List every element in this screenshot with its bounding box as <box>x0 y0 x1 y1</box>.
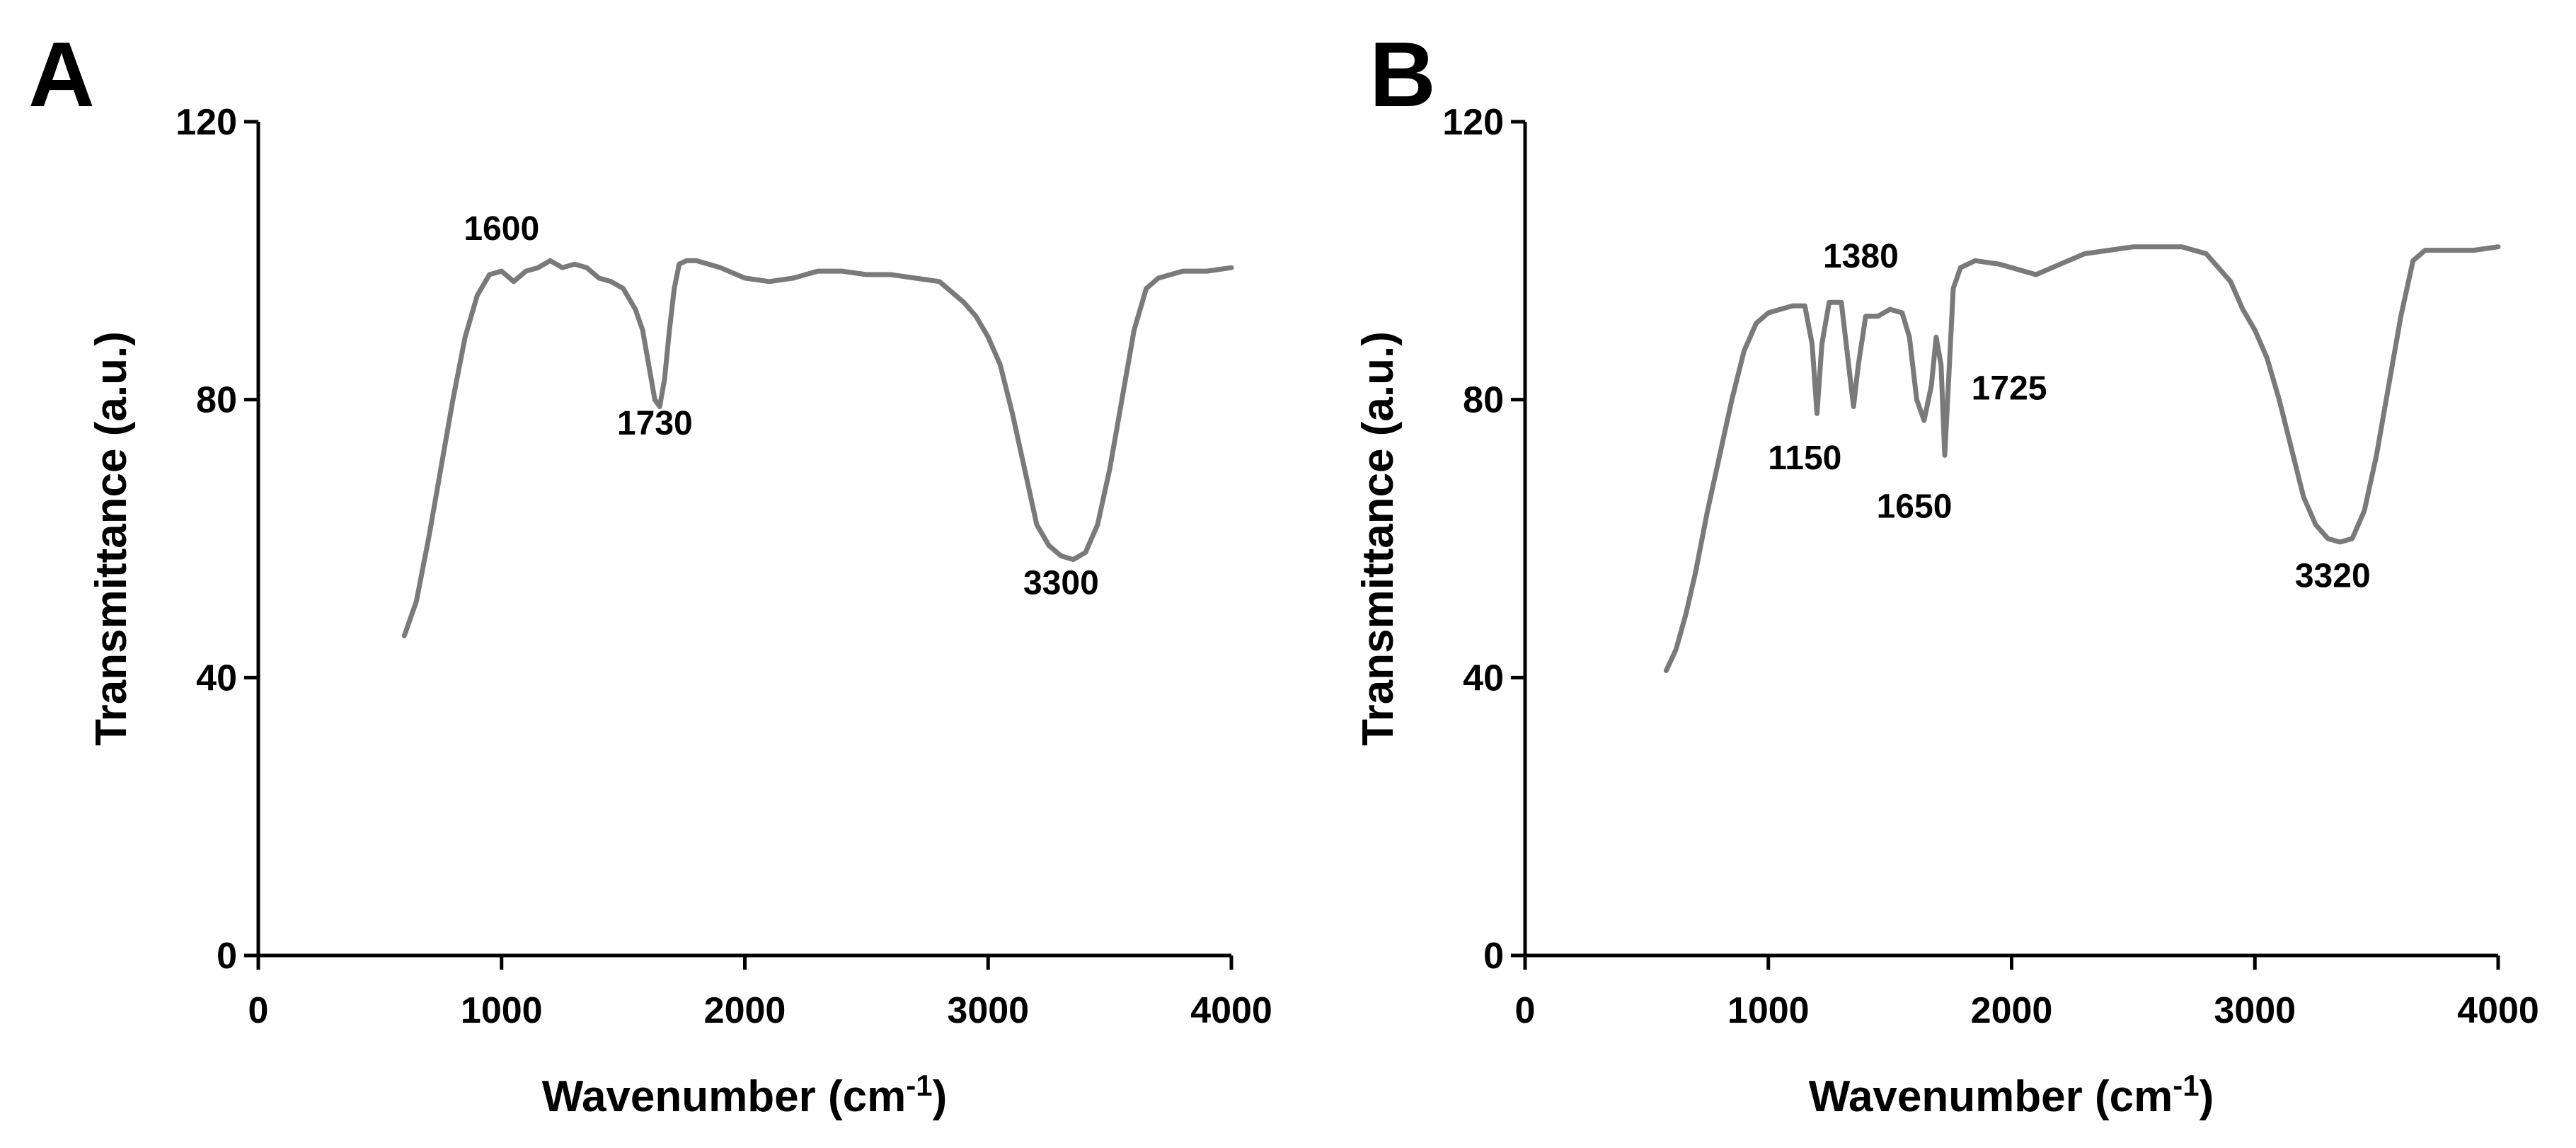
y-tick-label: 40 <box>1463 658 1504 699</box>
peak-label: 1600 <box>464 210 539 248</box>
x-tick-label: 2000 <box>704 990 786 1031</box>
y-tick-label: 0 <box>217 936 237 977</box>
x-ticks: 0 1000 2000 3000 4000 <box>248 955 1272 1031</box>
x-tick-label: 3000 <box>2214 990 2296 1031</box>
panel-letter-a: A <box>28 23 95 126</box>
panel-letter-b: B <box>1369 23 1436 126</box>
chart-panel-a: A 0 40 80 120 0 1000 2000 3000 4000 1600 1730 330… <box>28 23 1272 1121</box>
x-axis-title: Wavenumber (cm-1) <box>542 1069 948 1121</box>
y-ticks: 0 40 80 120 <box>176 102 258 977</box>
peak-label: 1725 <box>1972 370 2047 408</box>
peak-annotations: 1380 1150 1725 1650 3320 <box>1768 238 2370 595</box>
y-ticks: 0 40 80 120 <box>1442 102 1525 977</box>
peak-label: 1650 <box>1877 488 1953 526</box>
y-tick-label: 40 <box>196 658 237 699</box>
chart-panel-b: B 0 40 80 120 0 1000 2000 3000 4000 1380 1150 172… <box>1354 23 2539 1121</box>
x-ticks: 0 1000 2000 3000 4000 <box>1515 955 2539 1031</box>
x-tick-label: 0 <box>248 990 269 1031</box>
y-axis-title: Transmittance (a.u.) <box>87 331 136 746</box>
peak-label: 1150 <box>1768 440 1841 477</box>
y-tick-label: 80 <box>196 380 237 421</box>
x-tick-label: 4000 <box>2457 990 2539 1031</box>
peak-label: 3320 <box>2295 558 2371 595</box>
x-tick-label: 2000 <box>1971 990 2053 1031</box>
x-tick-label: 0 <box>1515 990 1536 1031</box>
y-tick-label: 120 <box>1442 102 1504 143</box>
peak-label: 3300 <box>1023 565 1099 602</box>
x-tick-label: 1000 <box>461 990 543 1031</box>
y-tick-label: 80 <box>1463 380 1504 421</box>
y-axis-title: Transmittance (a.u.) <box>1354 331 1403 746</box>
x-tick-label: 1000 <box>1727 990 1810 1031</box>
x-tick-label: 3000 <box>947 990 1029 1031</box>
y-tick-label: 120 <box>176 102 237 143</box>
peak-annotations: 1600 1730 3300 <box>464 210 1098 602</box>
spectrum-line-b <box>1663 244 2501 673</box>
y-tick-label: 0 <box>1483 936 1504 977</box>
peak-label: 1730 <box>617 405 693 442</box>
spectrum-line-a <box>401 258 1234 638</box>
x-axis-title: Wavenumber (cm-1) <box>1809 1069 2214 1121</box>
x-tick-label: 4000 <box>1190 990 1272 1031</box>
peak-label: 1380 <box>1823 238 1899 275</box>
